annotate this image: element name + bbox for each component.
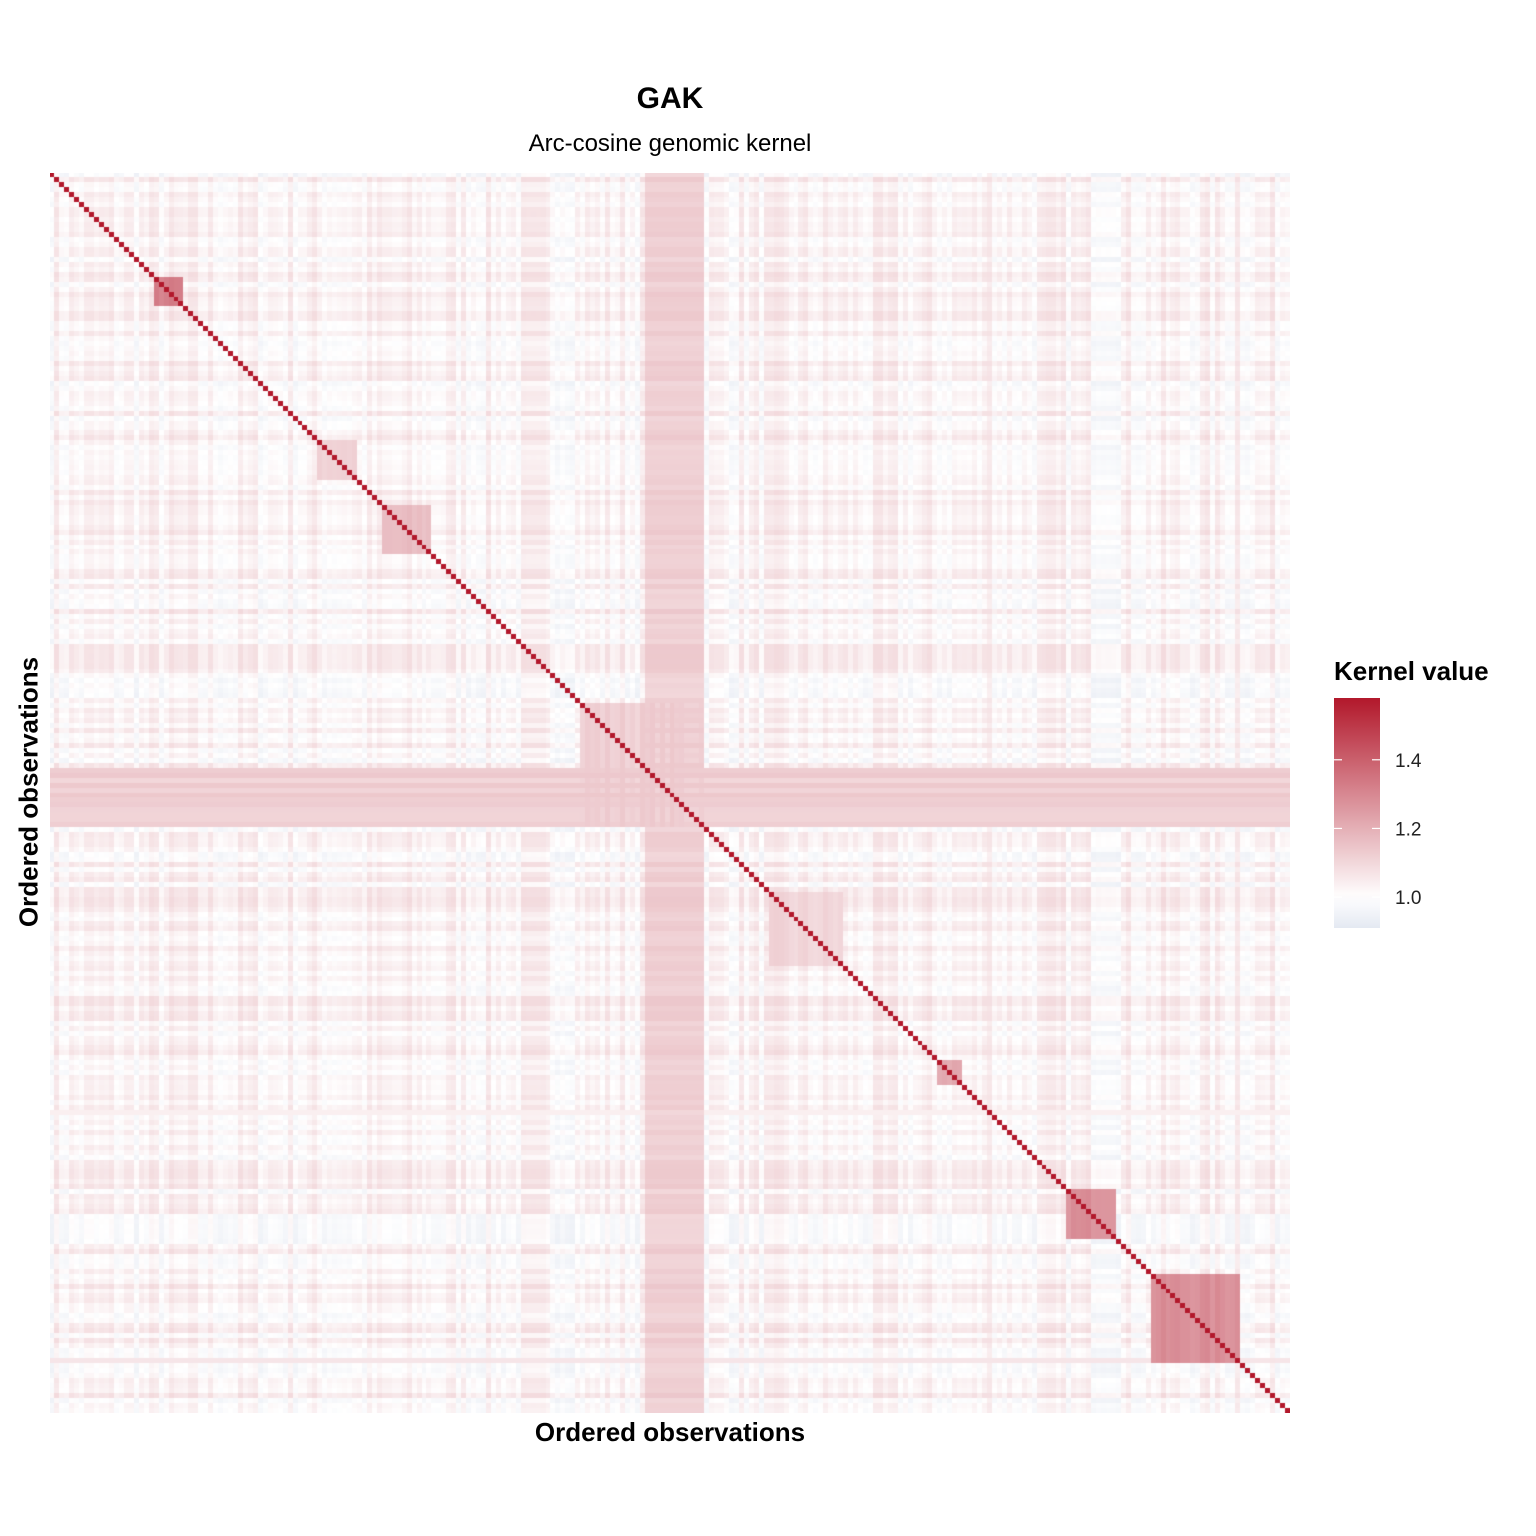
chart-subtitle: Arc-cosine genomic kernel [528, 130, 812, 157]
heatmap-tiles [50, 173, 1290, 1413]
x-axis-label: Ordered observations [534, 1417, 806, 1447]
legend-tick-label: 1.2 [1395, 819, 1421, 840]
legend-gradient-bar [1334, 698, 1380, 928]
legend-tick-label: 1.4 [1395, 751, 1422, 772]
legend-colorbar: 1.0 1.2 1.4 [1334, 698, 1422, 928]
chart-title: GAK [636, 82, 704, 115]
y-axis-label: Ordered observations [13, 656, 44, 928]
legend-tick-label: 1.0 [1395, 888, 1421, 909]
legend-title: Kernel value [1334, 656, 1489, 686]
